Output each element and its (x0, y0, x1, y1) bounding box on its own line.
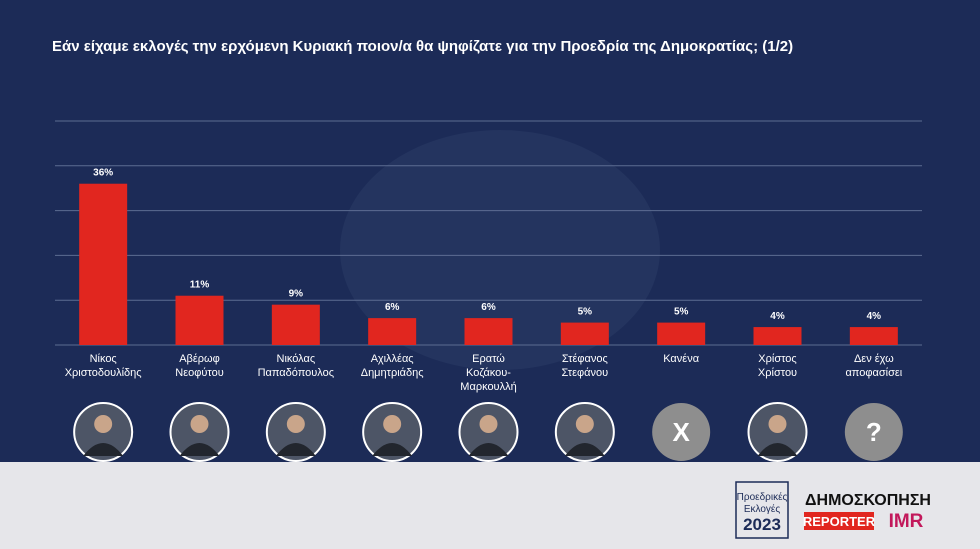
avatar-body (275, 443, 316, 456)
avatar-head (190, 415, 209, 433)
avatar-head (768, 415, 787, 433)
x-tick-label: Αχιλλέας Δημητριάδης (360, 353, 424, 379)
bar (657, 322, 706, 345)
avatar-head (286, 415, 305, 433)
brand-imr: IMR (889, 511, 924, 532)
avatar (844, 403, 903, 461)
logo-box (735, 481, 789, 539)
value-label: 5% (674, 307, 689, 318)
avatar-body (372, 443, 413, 456)
avatars (73, 402, 903, 462)
bar (175, 295, 224, 345)
avatar-body (468, 443, 509, 456)
x-tick-label: Δεν έχω αποφασίσει (845, 353, 903, 379)
value-label: 4% (867, 311, 882, 322)
bar (560, 322, 609, 345)
avatar-symbol: ? (866, 417, 882, 447)
x-tick-label: Κανένα (663, 353, 700, 365)
bar (753, 327, 802, 345)
logo-text: Προεδρικές (737, 491, 788, 503)
value-label: 36% (93, 168, 113, 179)
x-tick-label: Αβέρωφ Νεοφύτου (175, 353, 224, 379)
logo-text: Εκλογές (744, 503, 781, 515)
avatar-symbol: X (672, 417, 690, 447)
avatar (652, 403, 711, 461)
value-label: 11% (190, 280, 210, 291)
bar (79, 183, 128, 345)
avatar-head (479, 415, 498, 433)
value-label: 6% (481, 302, 496, 313)
bar (464, 318, 513, 345)
value-label: 5% (578, 307, 593, 318)
avatar-head (383, 415, 402, 433)
avatar-body (179, 443, 220, 456)
avatar-head (575, 415, 594, 433)
x-tick-label: Στέφανος Στεφάνου (561, 353, 609, 379)
value-label: 6% (385, 302, 400, 313)
bar (849, 327, 898, 345)
reporter-badge (804, 512, 874, 530)
bar (271, 304, 320, 345)
value-label: 4% (770, 311, 785, 322)
avatar-head (94, 415, 113, 433)
logo-year: 2023 (743, 515, 781, 534)
background-figure (340, 130, 660, 370)
brand-reporter: REPORTER (803, 514, 876, 529)
brand-survey: ΔΗΜΟΣΚΟΠΗΣΗ (805, 492, 931, 509)
x-tick-label: Νίκος Χριστοδουλίδης (64, 353, 142, 379)
avatar-body (83, 443, 124, 456)
value-label: 9% (289, 289, 304, 300)
x-tick-label: Ερατώ Κοζάκου- Μαρκουλλή (460, 353, 517, 393)
chart-title: Εάν είχαμε εκλογές την ερχόμενη Κυριακή … (52, 38, 794, 55)
avatar-body (757, 443, 798, 456)
x-tick-label: Χρίστος Χρίστου (757, 353, 798, 379)
bar (368, 318, 417, 345)
avatar-body (564, 443, 605, 456)
x-tick-label: Νικόλας Παπαδόπουλος (257, 353, 335, 379)
